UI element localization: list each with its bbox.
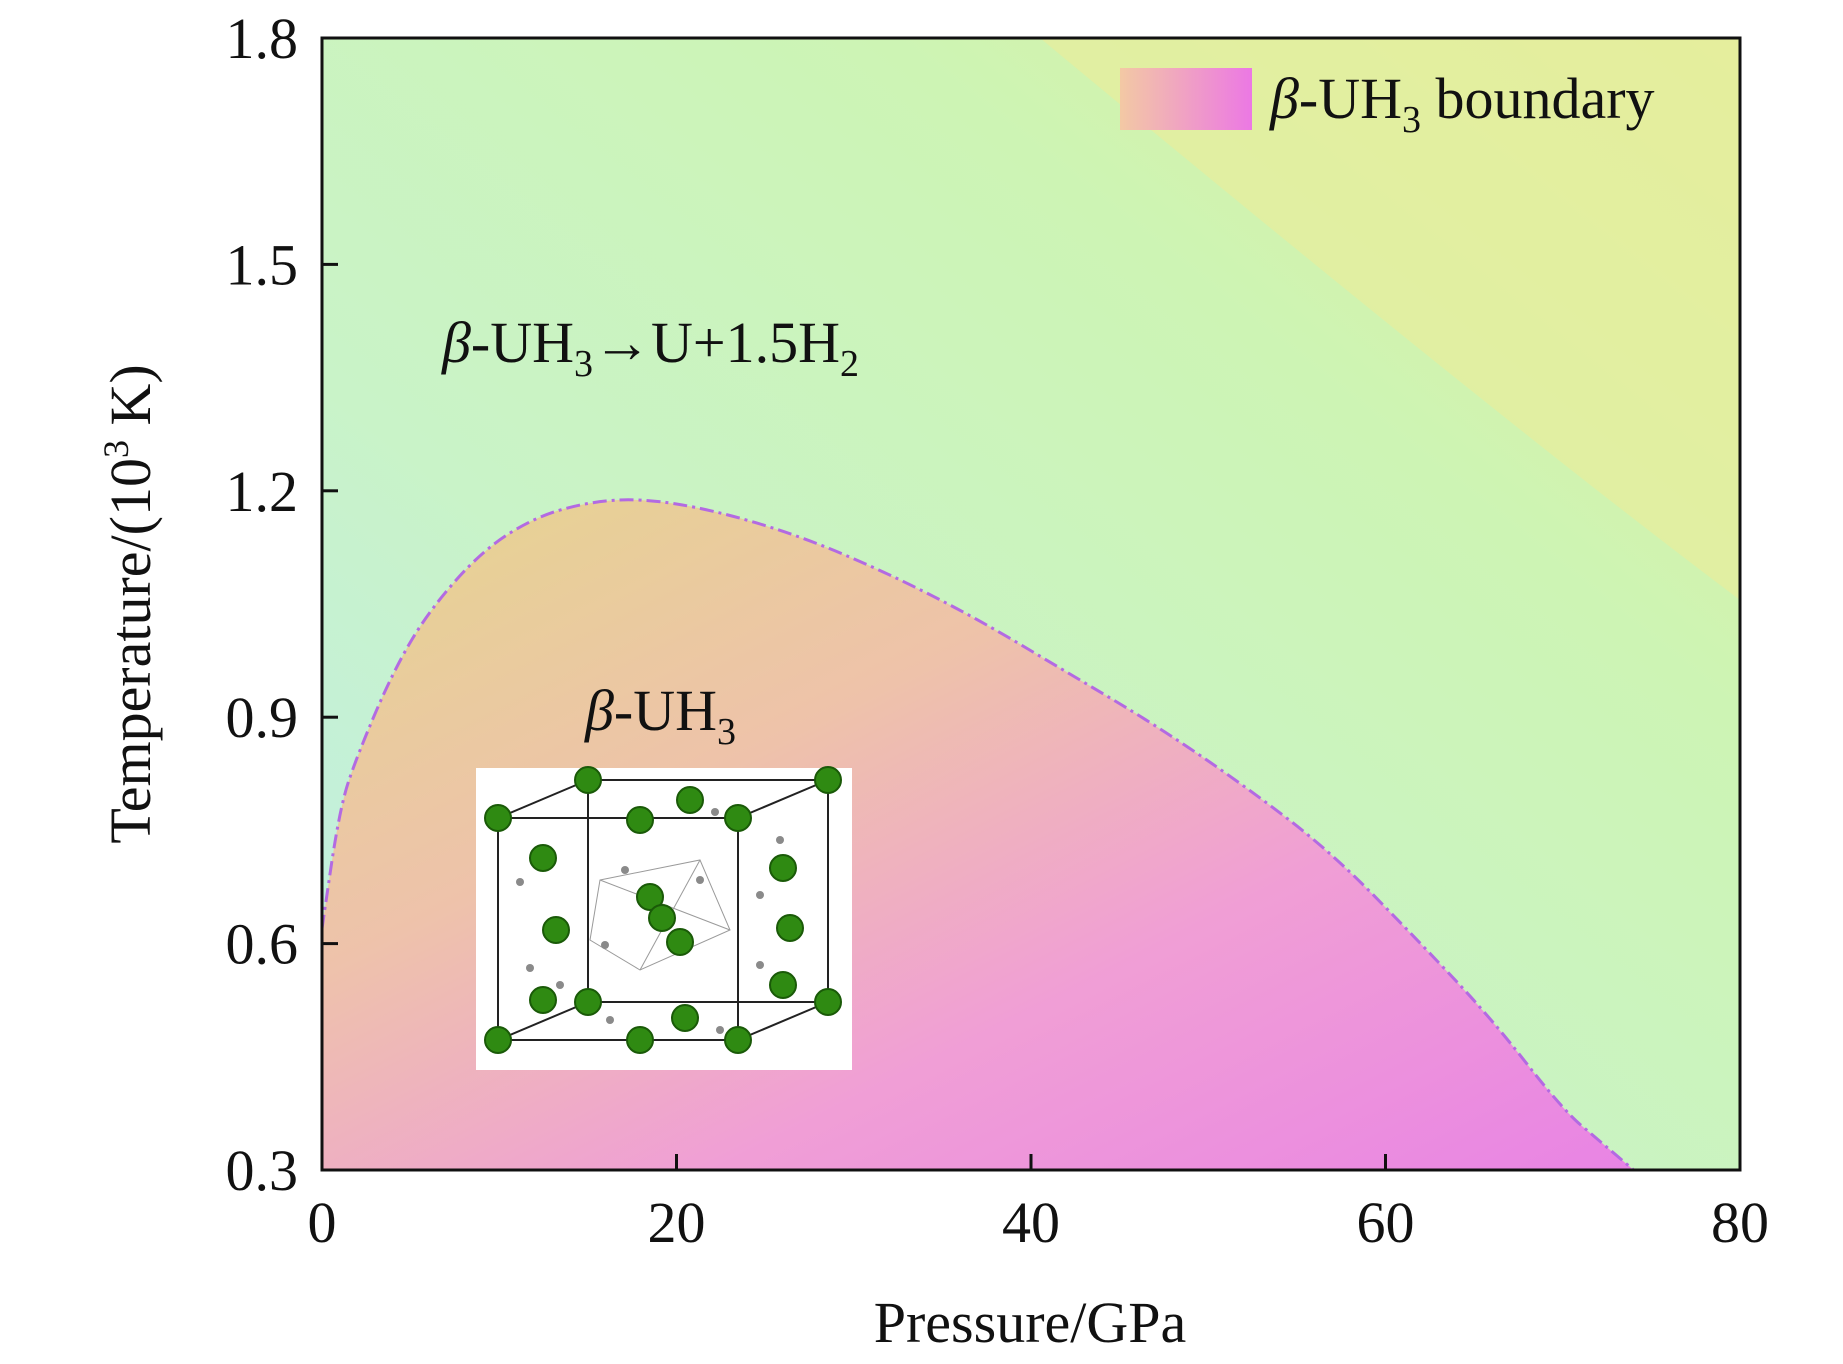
uranium-atom [529,844,557,872]
decomposition-label: β-UH3→U+1.5H2 [441,310,859,385]
uranium-atom [671,1004,699,1032]
hydrogen-atom [621,866,629,874]
uranium-atom [676,786,704,814]
legend-label: β-UH3 boundary [1269,66,1655,141]
uranium-atom [769,854,797,882]
uranium-atom [814,766,842,794]
upper-phase-band [1040,38,1740,600]
hydrogen-atom [526,964,534,972]
x-tick-label: 40 [1002,1190,1060,1255]
hydrogen-atom [601,941,609,949]
boundary-curve [320,498,1635,1172]
hydrogen-atom [556,981,564,989]
hydrogen-atom [711,808,719,816]
hydrogen-atom [756,961,764,969]
y-tick-label: 0.6 [226,912,299,977]
hydrogen-atom [776,836,784,844]
y-tick-label: 1.5 [226,232,299,297]
hydrogen-atom [716,1026,724,1034]
y-tick-label: 1.2 [226,459,299,524]
uranium-atom [626,1026,654,1054]
x-tick-label: 0 [308,1190,337,1255]
hydrogen-atom [606,1016,614,1024]
uranium-atom [636,883,664,911]
hydrogen-atom [756,891,764,899]
uranium-atom [626,806,654,834]
uranium-atom [648,904,676,932]
uranium-atom [776,914,804,942]
uranium-atom [484,804,512,832]
uranium-atom [666,928,694,956]
uranium-atom [574,988,602,1016]
legend-swatch [1120,68,1252,130]
hydrogen-atom [696,876,704,884]
uranium-atom [529,986,557,1014]
x-tick-label: 60 [1357,1190,1415,1255]
hydrogen-atom [516,878,524,886]
y-axis-label: Temperature/(103 K) [96,364,163,843]
phase-label: β-UH3 [584,678,736,753]
uranium-atom [769,971,797,999]
uranium-atom [724,1026,752,1054]
legend: β-UH3 boundary [1120,66,1655,141]
uranium-atom [724,804,752,832]
uranium-atom [484,1026,512,1054]
y-tick-label: 0.9 [226,685,299,750]
y-tick-label: 1.8 [226,6,299,71]
x-axis-label: Pressure/GPa [874,1290,1187,1355]
x-tick-label: 80 [1711,1190,1769,1255]
y-tick-label: 0.3 [226,1138,299,1203]
crystal-structure-inset [476,766,852,1070]
uranium-atom [574,766,602,794]
x-tick-label: 20 [648,1190,706,1255]
uranium-atom [814,988,842,1016]
uranium-atom [542,916,570,944]
